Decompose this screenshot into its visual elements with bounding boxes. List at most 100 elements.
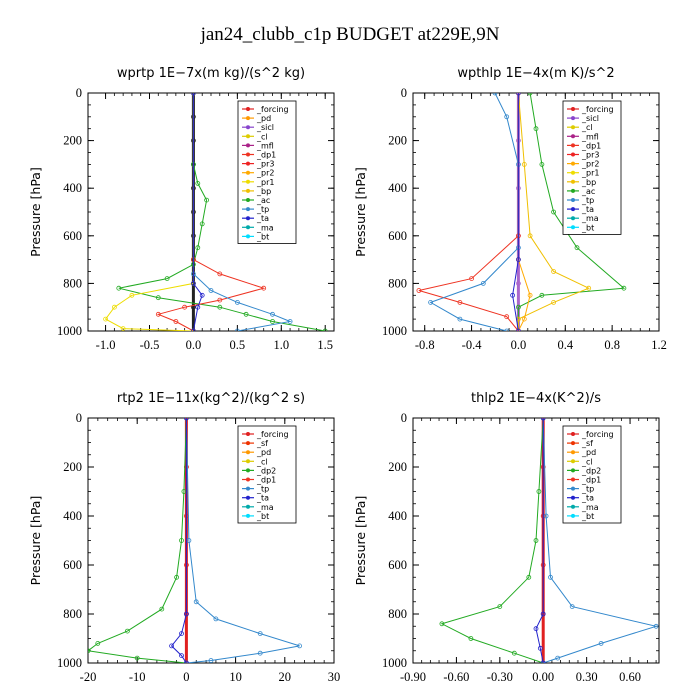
series-point-tp (598, 641, 604, 646)
y-tick-label: 400 (63, 181, 82, 195)
series-point-tp (457, 316, 463, 322)
legend-marker (571, 432, 575, 436)
series-point-ta (195, 304, 201, 310)
series-line-ta (535, 418, 544, 663)
x-tick-label: -0.5 (140, 338, 160, 352)
series-point-tp (548, 574, 553, 580)
legend-marker (246, 495, 250, 500)
series-line-dp2 (88, 418, 187, 663)
series-point-ac (243, 311, 249, 317)
figure-title: jan24_clubb_c1p BUDGET at229E,9N (200, 24, 500, 45)
legend-marker (246, 170, 250, 175)
series-point-ac (116, 285, 122, 291)
legend-marker (246, 450, 250, 455)
series-point-tp (543, 513, 549, 519)
series-point-ac (539, 292, 545, 298)
y-tick-label: 600 (388, 229, 407, 243)
legend-marker (246, 188, 250, 193)
y-tick-label: 0 (76, 411, 82, 425)
series-point-pr1 (112, 304, 117, 310)
series-point-ac (322, 328, 328, 331)
series-point-ta (179, 631, 184, 636)
legend-entry: _bt (256, 232, 269, 241)
series-point-tp (287, 319, 293, 324)
series-point-ta (510, 292, 515, 298)
legend-entry: _pr2 (256, 169, 274, 178)
legend-entry: _ac (581, 187, 595, 196)
x-tick-label: 1.5 (317, 338, 333, 352)
legend-marker (571, 198, 575, 202)
series-point-tp (208, 658, 214, 663)
series-point-ac (270, 319, 275, 324)
y-axis-label: Pressure [hPa] (353, 167, 368, 257)
legend-marker (571, 477, 575, 482)
series-point-tp (555, 655, 561, 661)
x-tick-label: -0.90 (400, 670, 426, 684)
legend-marker (571, 134, 575, 139)
series-point-dp1 (155, 311, 161, 317)
legend-entry: _mfl (581, 132, 599, 141)
legend-entry: _ta (581, 205, 594, 214)
legend-marker (246, 216, 250, 221)
series-point-ta (540, 418, 546, 421)
legend-entry: _forcing (256, 105, 289, 114)
legend-entry: _cl (256, 132, 268, 141)
series-point-ta (184, 660, 189, 663)
legend-marker (246, 486, 250, 491)
x-tick-label: 30 (328, 670, 341, 684)
y-tick-label: 800 (388, 607, 407, 621)
panel-title: rtp2 1E−11x(kg^2)/(kg^2 s) (117, 391, 305, 406)
legend-marker (571, 468, 575, 473)
legend-entry: _ac (256, 196, 270, 205)
legend-marker (246, 107, 250, 111)
legend-entry: _dp2 (581, 466, 601, 475)
series-point-tp (504, 328, 510, 331)
panels: wprtp 1E−7x(m kg)/(s^2 kg) Pressure [hPa]… (28, 66, 667, 684)
legend-entry: _ta (256, 214, 269, 223)
series-point-ac (217, 304, 223, 310)
legend-marker (571, 152, 575, 157)
series-point-ta (533, 626, 539, 632)
y-tick-label: 800 (63, 607, 82, 621)
legend-marker (246, 234, 250, 239)
legend-box (562, 100, 622, 235)
legend-marker (246, 152, 250, 157)
legend-entry: _forcing (581, 105, 614, 114)
legend-entry: _cl (581, 123, 593, 132)
legend-marker (246, 125, 250, 130)
series-point-dp2 (88, 648, 91, 654)
series-point-tp (257, 631, 263, 636)
legend-marker (571, 504, 575, 509)
legend-entry: _bt (581, 512, 594, 521)
series-point-pr1 (103, 316, 108, 322)
legend-entry: _mfl (256, 141, 274, 150)
legend-entry: _pr1 (581, 169, 599, 178)
series-line-pr1 (517, 93, 590, 331)
legend-marker (571, 179, 575, 184)
y-tick-label: 200 (63, 134, 82, 148)
series-point-dp1 (416, 288, 422, 293)
x-tick-label: 0 (183, 670, 189, 684)
legend-entry: _ma (256, 223, 274, 232)
series-line-tp (542, 418, 659, 663)
y-axis-label: Pressure [hPa] (28, 167, 43, 257)
series-point-ta (179, 653, 184, 658)
series-point-ac (155, 295, 161, 301)
series-group (416, 93, 627, 331)
series-point-dp1 (469, 276, 475, 282)
legend-entry: _bp (256, 187, 271, 196)
series-point-tp (213, 616, 219, 622)
legend-entry: _bt (581, 223, 594, 232)
x-tick-label: -0.60 (443, 670, 469, 684)
x-tick-label: 0.0 (511, 338, 527, 352)
series-group (88, 418, 303, 663)
legend-marker (571, 450, 575, 455)
x-tick-label: 0.5 (230, 338, 246, 352)
series-line-dp1 (418, 93, 519, 331)
legend-entry: _tp (581, 485, 594, 494)
y-tick-label: 0 (76, 86, 82, 100)
legend: _forcing_sicl_cl_mfl_dp1_pr3_pr2_pr1_bp_… (562, 100, 622, 235)
series-point-tp (653, 623, 659, 629)
series-point-dp2 (536, 489, 542, 494)
